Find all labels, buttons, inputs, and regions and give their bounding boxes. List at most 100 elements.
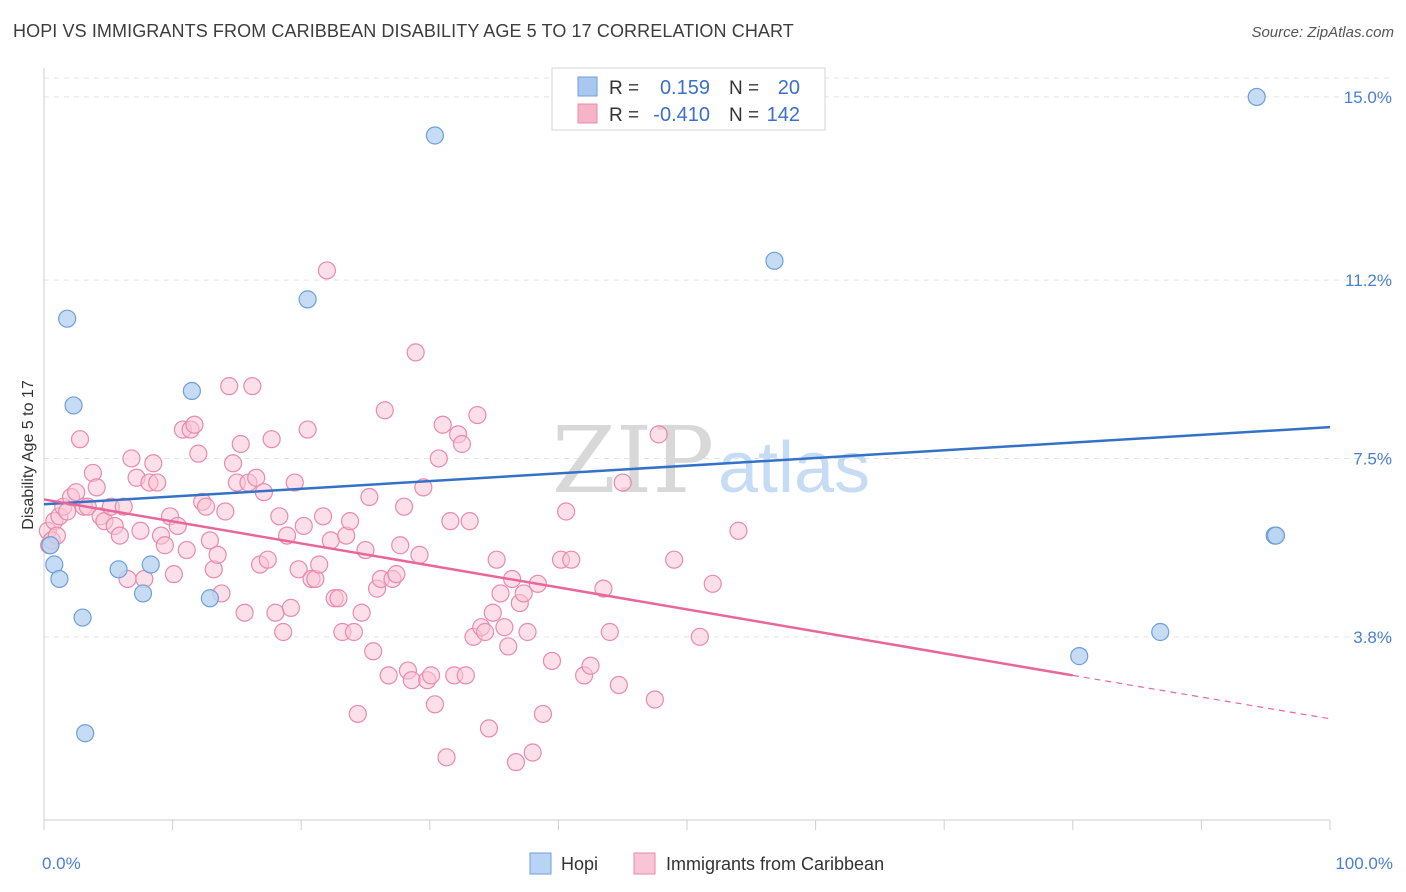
carib-point <box>344 622 364 642</box>
stats-r-hopi: 0.159 <box>660 77 710 99</box>
hopi-point <box>182 381 201 401</box>
carib-point <box>348 704 367 724</box>
carib-point <box>421 666 441 685</box>
carib-point <box>208 545 227 564</box>
carib-point <box>437 748 456 767</box>
gridlines <box>44 77 1390 638</box>
legend-label-hopi: Hopi <box>561 854 598 874</box>
carib-point <box>317 261 337 280</box>
y-axis-title: Disability Age 5 to 17 <box>20 380 37 530</box>
carib-point <box>391 536 410 555</box>
carib-point <box>274 622 293 642</box>
carib-point <box>247 468 266 487</box>
carib-point <box>70 430 90 449</box>
hopi-point <box>133 584 153 603</box>
carib-point <box>87 478 106 497</box>
carib-point <box>313 507 333 526</box>
carib-point <box>235 603 254 622</box>
carib-point <box>487 550 506 569</box>
carib-point <box>456 666 475 685</box>
hopi-point <box>765 251 784 270</box>
carib-point <box>168 516 187 536</box>
trendlines <box>43 425 1331 720</box>
stats-n-carib: 142 <box>767 104 800 126</box>
carib-point <box>483 603 502 622</box>
hopi-point <box>50 569 69 589</box>
carib-point <box>196 497 216 516</box>
stats-r-carib: -0.410 <box>653 104 710 126</box>
carib-point <box>281 598 301 617</box>
carib-point <box>613 473 632 492</box>
carib-point <box>441 512 460 531</box>
hopi-point <box>1266 526 1286 545</box>
y-tick-label: 3.8% <box>1353 628 1392 647</box>
carib-point <box>298 420 317 439</box>
stats-n-label-carib: N = <box>729 105 759 126</box>
hopi-point <box>41 536 60 555</box>
carib-point <box>266 603 285 622</box>
carib-point <box>122 449 141 468</box>
hopi-points <box>41 87 1286 743</box>
watermark-atlas: atlas <box>718 428 870 508</box>
carib-point <box>514 584 533 603</box>
carib-point <box>581 656 600 675</box>
hopi-point <box>200 589 219 608</box>
carib-trendline <box>43 498 1074 677</box>
carib-point <box>665 550 684 569</box>
carib-point <box>475 622 495 642</box>
carib-point <box>310 555 329 574</box>
carib-point <box>499 637 518 656</box>
carib-point <box>460 512 479 531</box>
carib-point <box>148 473 167 492</box>
carib-trendline-extension <box>1072 674 1331 720</box>
hopi-point <box>1070 647 1089 666</box>
hopi-point <box>73 608 92 627</box>
stats-swatch-carib <box>577 103 598 124</box>
source-label: Source: ZipAtlas.com <box>1251 24 1394 41</box>
carib-point <box>609 675 628 695</box>
carib-point <box>425 695 445 714</box>
carib-point <box>223 454 243 473</box>
stats-r-label-carib: R = <box>609 105 639 126</box>
legend-swatch-carib <box>633 852 656 875</box>
watermark-zip: ZIP <box>552 407 714 514</box>
carib-point <box>491 584 510 603</box>
carib-point <box>387 565 406 584</box>
carib-point <box>360 487 379 507</box>
x-tick-label-min: 0.0% <box>42 854 81 873</box>
carib-point <box>649 425 668 444</box>
stats-r-label-hopi: R = <box>609 78 639 99</box>
stats-box: R = 0.159 N = 20 R = -0.410 N = 142 <box>551 67 826 131</box>
carib-point <box>562 550 581 569</box>
hopi-point <box>1247 87 1266 107</box>
carib-point <box>231 434 250 454</box>
carib-point <box>406 343 425 362</box>
carib-point <box>506 753 526 772</box>
carib-point <box>262 430 281 449</box>
carib-point <box>523 743 542 762</box>
hopi-point <box>64 396 83 415</box>
carib-point <box>155 536 174 555</box>
hopi-point <box>76 724 95 743</box>
carib-point <box>594 579 613 598</box>
carib-point <box>329 589 348 608</box>
carib-point <box>410 545 429 564</box>
carib-point <box>375 401 394 420</box>
stats-n-label-hopi: N = <box>729 78 759 99</box>
carib-point <box>220 377 239 396</box>
carib-point <box>729 521 748 540</box>
hopi-point <box>298 290 317 309</box>
carib-point <box>67 483 86 502</box>
stats-n-hopi: 20 <box>778 77 800 99</box>
carib-point <box>433 415 452 434</box>
hopi-trendline <box>43 425 1331 506</box>
carib-point <box>352 603 371 622</box>
carib-point <box>189 444 208 463</box>
carib-point <box>518 622 537 642</box>
chart-title: HOPI VS IMMIGRANTS FROM CARIBBEAN DISABI… <box>13 21 794 41</box>
carib-point <box>185 415 204 434</box>
carib-point <box>703 574 722 593</box>
y-tick-label: 7.5% <box>1353 449 1392 468</box>
axes <box>43 68 1331 830</box>
carib-point <box>429 449 448 468</box>
